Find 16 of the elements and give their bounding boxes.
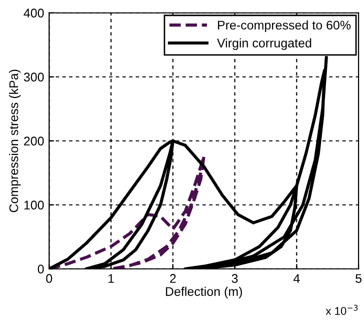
text: x 10$^{−3}$: [326, 304, 358, 315]
legend-label: Pre-compressed to 60%: [218, 20, 351, 32]
x-tick-label: 4: [293, 274, 300, 283]
x-tick-label: 0: [46, 274, 52, 283]
y-tick-label: 400: [24, 8, 44, 18]
legend-label: Virgin corrugated: [217, 38, 312, 50]
x-tick-label: 2: [170, 274, 176, 283]
x-tick-label: 1: [108, 274, 114, 283]
y-tick-label: 100: [24, 200, 44, 210]
x-tick-label: 3: [232, 274, 238, 283]
x-tick-label: 5: [356, 274, 362, 283]
x-axis-title: Deflection (m): [166, 286, 242, 298]
y-tick-label: 300: [24, 72, 44, 82]
y-tick-label: 0: [38, 264, 44, 274]
y-tick-label: 200: [24, 136, 44, 146]
y-axis-title: Compression stress (kPa): [8, 70, 21, 212]
